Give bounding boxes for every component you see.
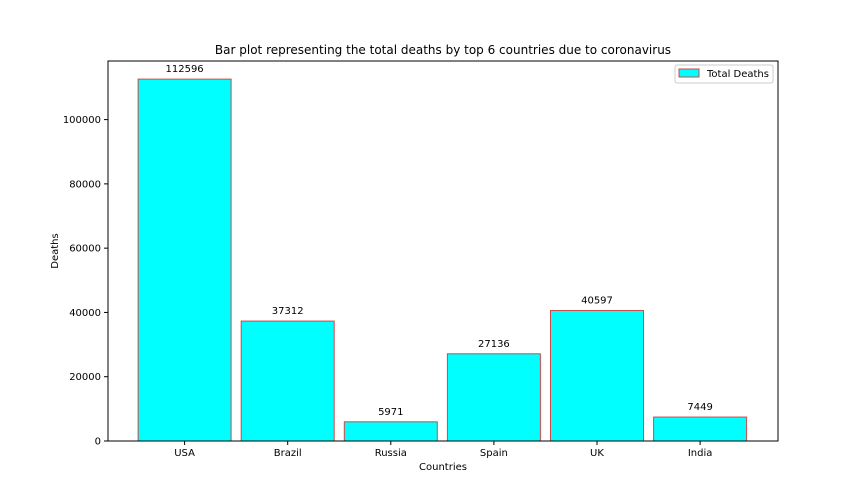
- x-tick-label-spain: Spain: [480, 448, 508, 459]
- plot-frame: [107, 60, 779, 442]
- y-tick-label: 80000: [69, 179, 101, 190]
- data-label-usa: 112596: [166, 64, 204, 75]
- x-tick-label-uk: UK: [590, 448, 604, 459]
- y-tick-label: 60000: [69, 244, 101, 255]
- legend: Total Deaths: [674, 64, 774, 84]
- bar-brazil: [240, 320, 335, 442]
- y-tick-label: 40000: [69, 308, 101, 319]
- x-axis: USA Brazil Russia Spain UK India: [174, 441, 712, 459]
- y-tick-label: 0: [95, 437, 101, 448]
- bar-spain: [446, 353, 541, 442]
- x-tick-label-brazil: Brazil: [274, 448, 302, 459]
- x-axis-label: Countries: [419, 462, 467, 473]
- x-tick-label-russia: Russia: [375, 448, 407, 459]
- bar-labels-group: 112596 37312 5971 27136 40597 7449: [166, 64, 713, 418]
- data-label-russia: 5971: [378, 407, 403, 418]
- legend-label: Total Deaths: [706, 69, 769, 80]
- y-axis: 0 20000 40000 60000 80000 100000: [63, 115, 108, 448]
- bar-russia: [343, 421, 438, 442]
- y-tick-label: 100000: [63, 115, 101, 126]
- y-axis-label: Deaths: [50, 233, 61, 268]
- bar-uk: [550, 310, 644, 442]
- bar-india: [653, 416, 748, 442]
- data-label-spain: 27136: [478, 339, 510, 350]
- x-tick-label-usa: USA: [174, 448, 195, 459]
- bar-usa: [137, 78, 232, 442]
- data-label-india: 7449: [687, 402, 712, 413]
- data-label-brazil: 37312: [272, 306, 304, 317]
- legend-swatch: [678, 68, 700, 78]
- chart-title: Bar plot representing the total deaths b…: [215, 43, 671, 57]
- y-tick-label: 20000: [69, 372, 101, 383]
- bars-group: [137, 78, 748, 442]
- data-label-uk: 40597: [581, 296, 613, 307]
- x-tick-label-india: India: [688, 448, 713, 459]
